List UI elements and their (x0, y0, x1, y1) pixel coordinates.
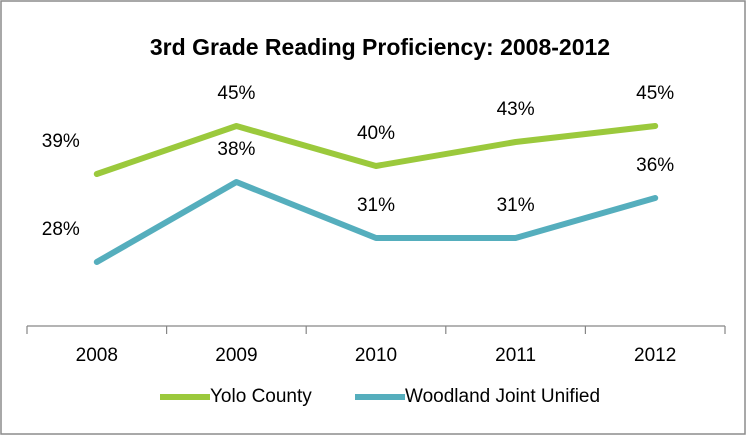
x-tick-label: 2008 (76, 345, 118, 366)
data-label: 31% (497, 195, 535, 216)
series-line (93, 123, 659, 177)
x-tick-label: 2010 (355, 345, 397, 366)
x-tick-label: 2009 (215, 345, 257, 366)
data-label: 45% (217, 83, 255, 104)
chart-title: 3rd Grade Reading Proficiency: 2008-2012 (150, 34, 610, 60)
x-tick-label: 2012 (634, 345, 676, 366)
legend-label: Yolo County (210, 386, 312, 407)
data-label: 40% (357, 123, 395, 144)
data-label: 38% (217, 139, 255, 160)
data-label: 28% (42, 219, 80, 240)
data-label: 45% (636, 83, 674, 104)
data-label: 39% (42, 131, 80, 152)
series-line (93, 179, 659, 265)
data-label: 31% (357, 195, 395, 216)
legend-label: Woodland Joint Unified (405, 386, 600, 407)
x-tick-label: 2011 (495, 345, 536, 366)
data-label: 36% (636, 155, 674, 176)
data-label: 43% (497, 99, 535, 120)
